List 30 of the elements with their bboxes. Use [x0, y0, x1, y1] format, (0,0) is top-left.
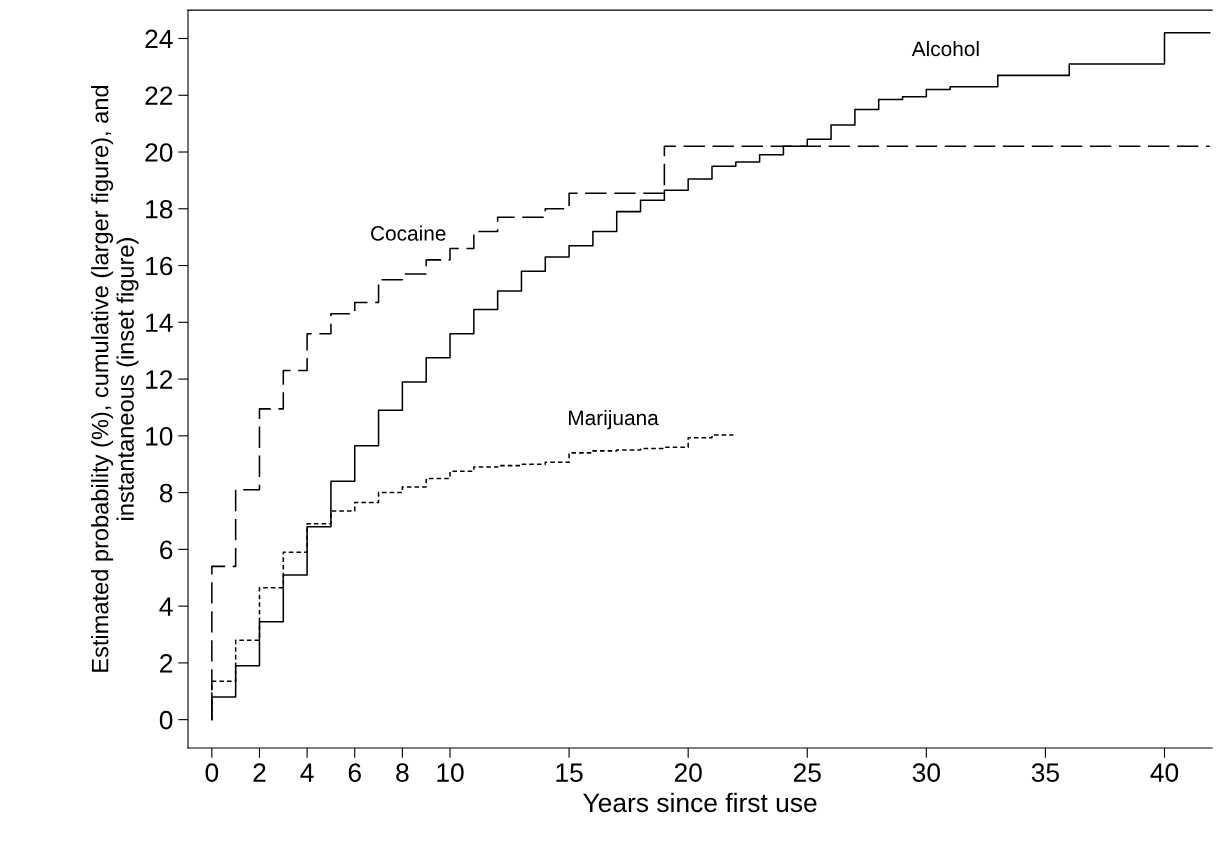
y-tick-label: 10 — [146, 426, 173, 446]
y-tick-label: 6 — [160, 540, 173, 560]
series-label: Cocaine — [371, 225, 446, 241]
x-tick-label: 10 — [437, 763, 464, 782]
y-tick-label: 20 — [145, 143, 173, 162]
y-tick-label: 8 — [159, 483, 173, 503]
y-tick-label: 18 — [146, 199, 173, 219]
y-tick-label: 16 — [146, 256, 173, 276]
x-tick-label: 15 — [556, 763, 583, 782]
y-tick-label: 0 — [159, 710, 173, 730]
x-tick-label: 20 — [674, 763, 702, 782]
x-tick-label: 35 — [1031, 763, 1059, 782]
x-tick-label: 25 — [793, 763, 821, 782]
y-tick-label: 12 — [146, 370, 173, 389]
x-tick-label: 40 — [1150, 763, 1179, 782]
x-tick-label: 0 — [205, 763, 219, 782]
y-tick-label: 22 — [145, 86, 173, 105]
x-tick-label: 30 — [912, 763, 940, 782]
x-tick-label: 2 — [253, 763, 266, 782]
y-tick-label: 14 — [146, 313, 173, 332]
x-tick-label: 8 — [396, 763, 409, 782]
y-tick-label: 2 — [160, 654, 173, 673]
series-label: Marijuana — [569, 409, 659, 430]
x-tick-label: 4 — [300, 763, 314, 782]
y-tick-label: 24 — [145, 29, 173, 49]
x-axis-title: Years since first use — [583, 792, 817, 813]
series-label: Alcohol — [911, 40, 979, 57]
x-tick-label: 6 — [348, 763, 361, 782]
y-tick-label: 4 — [159, 597, 173, 616]
y-axis-title: Estimated probability (%), cumulative (larger figure), and instantaneous (inset figure) — [91, 85, 139, 672]
